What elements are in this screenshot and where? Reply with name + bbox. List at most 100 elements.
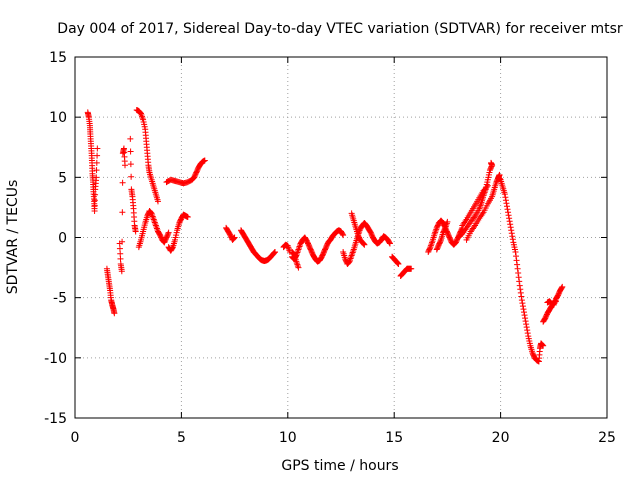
data-point — [512, 248, 519, 255]
chart-title: Day 004 of 2017, Sidereal Day-to-day VTE… — [57, 21, 623, 37]
x-axis-label: GPS time / hours — [281, 458, 398, 474]
x-tick-label: 5 — [177, 430, 186, 446]
data-point — [516, 282, 523, 289]
data-point — [360, 241, 367, 248]
data-point — [117, 255, 124, 262]
data-point — [395, 260, 402, 267]
data-point — [427, 242, 434, 249]
data-point — [483, 183, 490, 190]
data-point — [515, 269, 522, 276]
axis-ticks — [74, 56, 608, 419]
data-point — [93, 174, 100, 181]
data-point — [153, 223, 160, 230]
data-point — [520, 306, 527, 313]
data-point — [507, 224, 514, 231]
data-point — [509, 236, 516, 243]
data-point — [150, 214, 157, 221]
data-point — [117, 250, 124, 257]
data-point — [432, 229, 439, 236]
data-point — [502, 194, 509, 201]
data-point — [295, 246, 302, 253]
data-point — [444, 218, 451, 225]
data-point — [394, 260, 401, 267]
data-point — [426, 245, 433, 252]
data-point — [119, 179, 126, 186]
x-tick-label: 25 — [598, 430, 616, 446]
data-point — [522, 318, 529, 325]
data-point — [503, 203, 510, 210]
data-point — [519, 303, 526, 310]
data-point — [349, 249, 356, 256]
data-point — [477, 201, 484, 208]
y-tick-label: 10 — [49, 110, 67, 126]
data-point — [502, 197, 509, 204]
data-point — [503, 200, 510, 207]
data-point — [94, 152, 101, 159]
data-point — [339, 231, 346, 238]
data-point — [505, 209, 512, 216]
data-point — [118, 268, 125, 275]
data-points — [84, 106, 566, 365]
x-tick-label: 10 — [279, 430, 297, 446]
y-tick-label: -15 — [44, 411, 67, 427]
data-point — [132, 228, 139, 235]
y-tick-label: -5 — [53, 291, 67, 307]
x-tick-label: 15 — [385, 430, 403, 446]
data-point — [386, 240, 393, 247]
data-point — [496, 175, 503, 182]
data-point — [518, 293, 525, 300]
data-point — [437, 238, 444, 245]
data-point — [152, 222, 159, 229]
data-point — [524, 327, 531, 334]
x-tick-label: 0 — [71, 430, 80, 446]
data-point — [521, 309, 528, 316]
data-point — [523, 324, 530, 331]
y-tick-label: -10 — [44, 351, 67, 367]
data-point — [348, 252, 355, 259]
data-point — [501, 191, 508, 198]
data-point — [169, 245, 176, 252]
data-point — [408, 265, 415, 272]
data-point — [271, 249, 278, 256]
data-point — [116, 245, 123, 252]
data-point — [201, 157, 208, 164]
data-point — [539, 341, 546, 348]
data-point — [154, 198, 161, 205]
data-point — [91, 197, 98, 204]
data-point — [139, 115, 146, 122]
data-point — [295, 264, 302, 271]
data-point — [513, 253, 520, 260]
data-point — [270, 250, 277, 257]
data-point — [127, 148, 134, 155]
data-point — [94, 145, 101, 152]
data-point — [150, 216, 157, 223]
data-point — [127, 161, 134, 168]
data-point — [516, 278, 523, 285]
data-point — [521, 312, 528, 319]
data-point — [93, 167, 100, 174]
data-point — [432, 227, 439, 234]
data-point — [506, 218, 513, 225]
data-point — [522, 315, 529, 322]
data-point — [119, 209, 126, 216]
data-point — [505, 212, 512, 219]
y-tick-label: 0 — [58, 231, 67, 247]
data-point — [514, 261, 521, 268]
data-point — [151, 217, 158, 224]
data-point — [559, 283, 566, 290]
data-point — [295, 245, 302, 252]
data-point — [350, 248, 357, 255]
data-point — [152, 220, 159, 227]
data-point — [128, 173, 135, 180]
data-point — [294, 261, 301, 268]
data-point — [122, 162, 129, 169]
y-tick-label: 15 — [49, 50, 67, 66]
data-point — [513, 257, 520, 264]
grid-lines — [75, 57, 607, 418]
data-point — [294, 263, 301, 270]
data-point — [519, 300, 526, 307]
data-point — [290, 250, 297, 257]
y-tick-label: 5 — [58, 170, 67, 186]
data-point — [441, 226, 448, 233]
